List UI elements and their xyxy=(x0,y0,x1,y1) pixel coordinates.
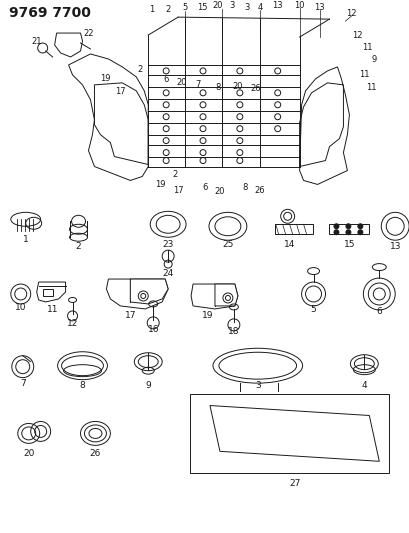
Text: 10: 10 xyxy=(294,1,304,10)
Text: 19: 19 xyxy=(202,311,213,320)
Text: 2: 2 xyxy=(76,241,81,251)
Text: 1: 1 xyxy=(149,5,155,14)
Circle shape xyxy=(345,224,350,229)
Text: 4: 4 xyxy=(361,381,366,390)
Polygon shape xyxy=(130,279,168,304)
Text: 12: 12 xyxy=(351,30,362,39)
Text: 5: 5 xyxy=(182,3,187,12)
Text: 24: 24 xyxy=(162,269,173,278)
Bar xyxy=(190,393,388,473)
Text: 8: 8 xyxy=(215,83,220,92)
Text: 26: 26 xyxy=(90,449,101,458)
Text: 17: 17 xyxy=(124,311,136,320)
Text: 14: 14 xyxy=(283,240,294,249)
Text: 3: 3 xyxy=(243,3,249,12)
Circle shape xyxy=(357,224,362,229)
Text: 2: 2 xyxy=(165,5,171,14)
Text: 23: 23 xyxy=(162,240,173,249)
Text: 21: 21 xyxy=(31,37,42,45)
Text: 5: 5 xyxy=(310,305,316,314)
Circle shape xyxy=(333,224,338,229)
Text: 8: 8 xyxy=(242,183,247,192)
Text: 7: 7 xyxy=(20,379,26,388)
Text: 7: 7 xyxy=(195,80,200,90)
Text: 1: 1 xyxy=(23,235,29,244)
Text: 6: 6 xyxy=(375,308,381,317)
Text: 2: 2 xyxy=(172,170,178,179)
Text: 27: 27 xyxy=(288,479,299,488)
Text: 17: 17 xyxy=(115,87,125,96)
Text: 11: 11 xyxy=(361,43,372,52)
Text: 11: 11 xyxy=(358,70,369,79)
Text: 20: 20 xyxy=(214,187,225,196)
Text: 8: 8 xyxy=(79,381,85,390)
Text: 19: 19 xyxy=(155,180,165,189)
Text: 9: 9 xyxy=(145,381,151,390)
Text: 20: 20 xyxy=(176,78,187,87)
Text: 25: 25 xyxy=(222,240,233,249)
Text: 13: 13 xyxy=(389,241,400,251)
Text: 15: 15 xyxy=(343,240,354,249)
Text: 13: 13 xyxy=(272,1,282,10)
Text: 22: 22 xyxy=(83,29,94,37)
Text: 11: 11 xyxy=(365,83,375,92)
Text: 18: 18 xyxy=(227,327,239,336)
Text: 4: 4 xyxy=(256,3,262,12)
Text: 20: 20 xyxy=(232,82,243,91)
Text: 3: 3 xyxy=(254,381,260,390)
Text: 6: 6 xyxy=(202,183,207,192)
Text: 6: 6 xyxy=(163,75,169,84)
Text: 9769 7700: 9769 7700 xyxy=(9,6,90,20)
Text: 20: 20 xyxy=(23,449,34,458)
Text: 11: 11 xyxy=(47,305,58,314)
Circle shape xyxy=(345,230,350,235)
Text: 26: 26 xyxy=(250,84,261,93)
Polygon shape xyxy=(214,284,237,306)
Text: 3: 3 xyxy=(229,1,234,10)
Text: 15: 15 xyxy=(196,3,207,12)
Text: 10: 10 xyxy=(15,303,27,312)
Text: 12: 12 xyxy=(67,319,78,328)
Bar xyxy=(43,289,52,296)
Text: 19: 19 xyxy=(100,75,110,83)
Text: 17: 17 xyxy=(172,186,183,195)
Text: 2: 2 xyxy=(137,66,143,75)
Text: 12: 12 xyxy=(345,9,356,18)
Text: 20: 20 xyxy=(212,1,222,10)
Text: 16: 16 xyxy=(147,325,159,334)
Circle shape xyxy=(333,230,338,235)
Circle shape xyxy=(357,230,362,235)
Text: 26: 26 xyxy=(254,186,265,195)
Text: 9: 9 xyxy=(371,55,376,64)
Text: 13: 13 xyxy=(313,3,324,12)
